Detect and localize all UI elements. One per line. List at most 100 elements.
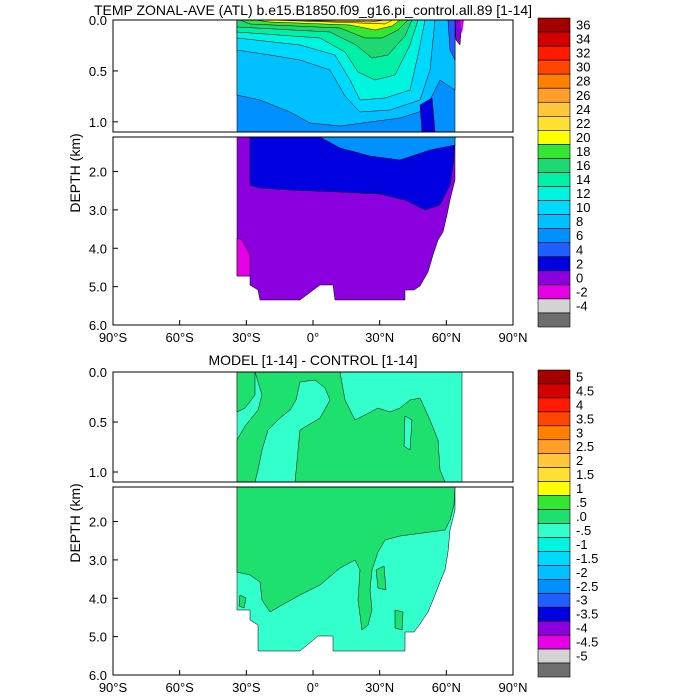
colorbar-label: -1.5 — [576, 551, 598, 566]
colorbar-label: -2 — [576, 565, 588, 580]
y-tick-label: 4.0 — [89, 591, 107, 606]
panel-difference: MODEL [1-14] - CONTROL [1-14] DEPTH (km)… — [67, 352, 598, 695]
colorbar-swatch — [537, 130, 571, 145]
colorbar-label: -4.5 — [576, 635, 598, 650]
colorbar-swatch — [537, 101, 571, 117]
colorbar-label: 20 — [576, 130, 590, 145]
colorbar-label: 18 — [576, 144, 590, 159]
colorbar-swatch — [537, 158, 571, 173]
colorbar-label: 28 — [576, 74, 590, 89]
temp-high-lat-3 — [460, 20, 464, 34]
colorbar-swatch — [537, 634, 571, 650]
colorbar-swatch — [537, 242, 571, 258]
panel-1-upper-field — [236, 20, 464, 132]
colorbar-swatch — [537, 270, 571, 286]
x-tick-label: 30°S — [232, 330, 261, 345]
colorbar-label: 32 — [576, 46, 590, 61]
colorbar-label: 10 — [576, 200, 590, 215]
panel-temperature: TEMP ZONAL-AVE (ATL) b.e15.B1850.f09_g16… — [67, 2, 590, 345]
y-tick-label: 0.5 — [89, 415, 107, 430]
x-tick-label: 90°N — [498, 330, 527, 345]
colorbar-swatch — [537, 186, 571, 201]
colorbar-swatch — [537, 592, 571, 608]
colorbar-swatch — [537, 383, 571, 399]
colorbar-swatch — [537, 397, 571, 413]
x-tick-label: 30°S — [232, 680, 261, 695]
colorbar-swatch — [537, 648, 571, 664]
colorbar-label: -5 — [576, 649, 588, 664]
colorbar-label: -4 — [576, 621, 588, 636]
y-tick-label: 0.5 — [89, 64, 107, 79]
x-tick-label: 60°N — [432, 330, 461, 345]
colorbar-label: -2 — [576, 284, 588, 299]
colorbar-swatch — [537, 298, 571, 314]
colorbar-swatch — [537, 411, 571, 427]
colorbar-swatch — [537, 59, 571, 75]
colorbar-swatch — [537, 45, 571, 61]
x-tick-label: 30°N — [365, 330, 394, 345]
y-tick-label: 4.0 — [89, 241, 107, 256]
temp-band-2 — [236, 237, 251, 277]
panel-2-colorbar: 54.543.532.521.51.5.0-.5-1-1.5-2-2.5-3-3… — [537, 369, 598, 678]
colorbar-label: 2.5 — [576, 439, 594, 454]
colorbar-swatch — [537, 31, 571, 47]
colorbar-swatch — [537, 579, 571, 594]
x-tick-label: 90°N — [498, 680, 527, 695]
diff-island-lower-b — [394, 609, 404, 631]
colorbar-swatch — [537, 312, 571, 328]
diff-island-lower-a — [375, 565, 387, 591]
colorbar-swatch — [537, 551, 571, 566]
colorbar-swatch — [537, 495, 571, 510]
colorbar-swatch — [537, 453, 571, 468]
colorbar-label: 0 — [576, 270, 583, 285]
x-tick-label: 0° — [307, 330, 319, 345]
colorbar-swatch — [537, 17, 571, 33]
colorbar-swatch — [537, 425, 571, 441]
y-tick-label: 1.0 — [89, 115, 107, 130]
y-tick-label: 3.0 — [89, 203, 107, 218]
colorbar-swatch — [537, 620, 571, 636]
colorbar-swatch — [537, 284, 571, 300]
colorbar-label: 2 — [576, 453, 583, 468]
x-tick-label: 90°S — [99, 680, 128, 695]
colorbar-swatch — [537, 73, 571, 89]
panel-2-axes: 90°S 60°S 30°S 0° 30°N 60°N 90°N 0.0 0.5 1.0 2.0 3.… — [89, 365, 528, 695]
panel-1-lower-field — [236, 137, 456, 301]
colorbar-label: .5 — [576, 495, 587, 510]
colorbar-swatch — [537, 87, 571, 103]
colorbar-label: -3 — [576, 593, 588, 608]
colorbar-label: -4 — [576, 298, 588, 313]
y-tick-label: 5.0 — [89, 280, 107, 295]
colorbar-swatch — [537, 116, 571, 131]
colorbar-label: -2.5 — [576, 579, 598, 594]
colorbar-label: 4 — [576, 397, 583, 412]
diff-band-0-to-0.5-upper — [236, 372, 446, 482]
colorbar-label: .0 — [576, 509, 587, 524]
x-tick-label: 90°S — [99, 330, 128, 345]
panel-2-y-axis-label: DEPTH (km) — [67, 483, 83, 562]
colorbar-label: 36 — [576, 18, 590, 33]
colorbar-label: 14 — [576, 172, 590, 187]
panel-1-upper-frame — [112, 19, 514, 133]
x-tick-label: 0° — [307, 680, 319, 695]
colorbar-swatch — [537, 537, 571, 552]
colorbar-swatch — [537, 214, 571, 229]
x-tick-label: 60°S — [165, 330, 194, 345]
colorbar-label: 30 — [576, 60, 590, 75]
colorbar-swatch — [537, 481, 571, 496]
y-tick-label: 3.0 — [89, 553, 107, 568]
colorbar-swatch — [537, 523, 571, 538]
diff-band-0-to-0.5-lower — [236, 487, 456, 631]
colorbar-swatch — [537, 606, 571, 622]
colorbar-label: 1 — [576, 481, 583, 496]
y-tick-label: 0.0 — [89, 365, 107, 380]
panel-1-y-axis-label: DEPTH (km) — [67, 133, 83, 212]
colorbar-label: 34 — [576, 32, 590, 47]
panel-2-title: MODEL [1-14] - CONTROL [1-14] — [208, 352, 417, 368]
colorbar-label: 5 — [576, 369, 583, 384]
temp-cold-slot — [419, 97, 436, 132]
colorbar-label: 3 — [576, 425, 583, 440]
y-tick-label: 2.0 — [89, 165, 107, 180]
